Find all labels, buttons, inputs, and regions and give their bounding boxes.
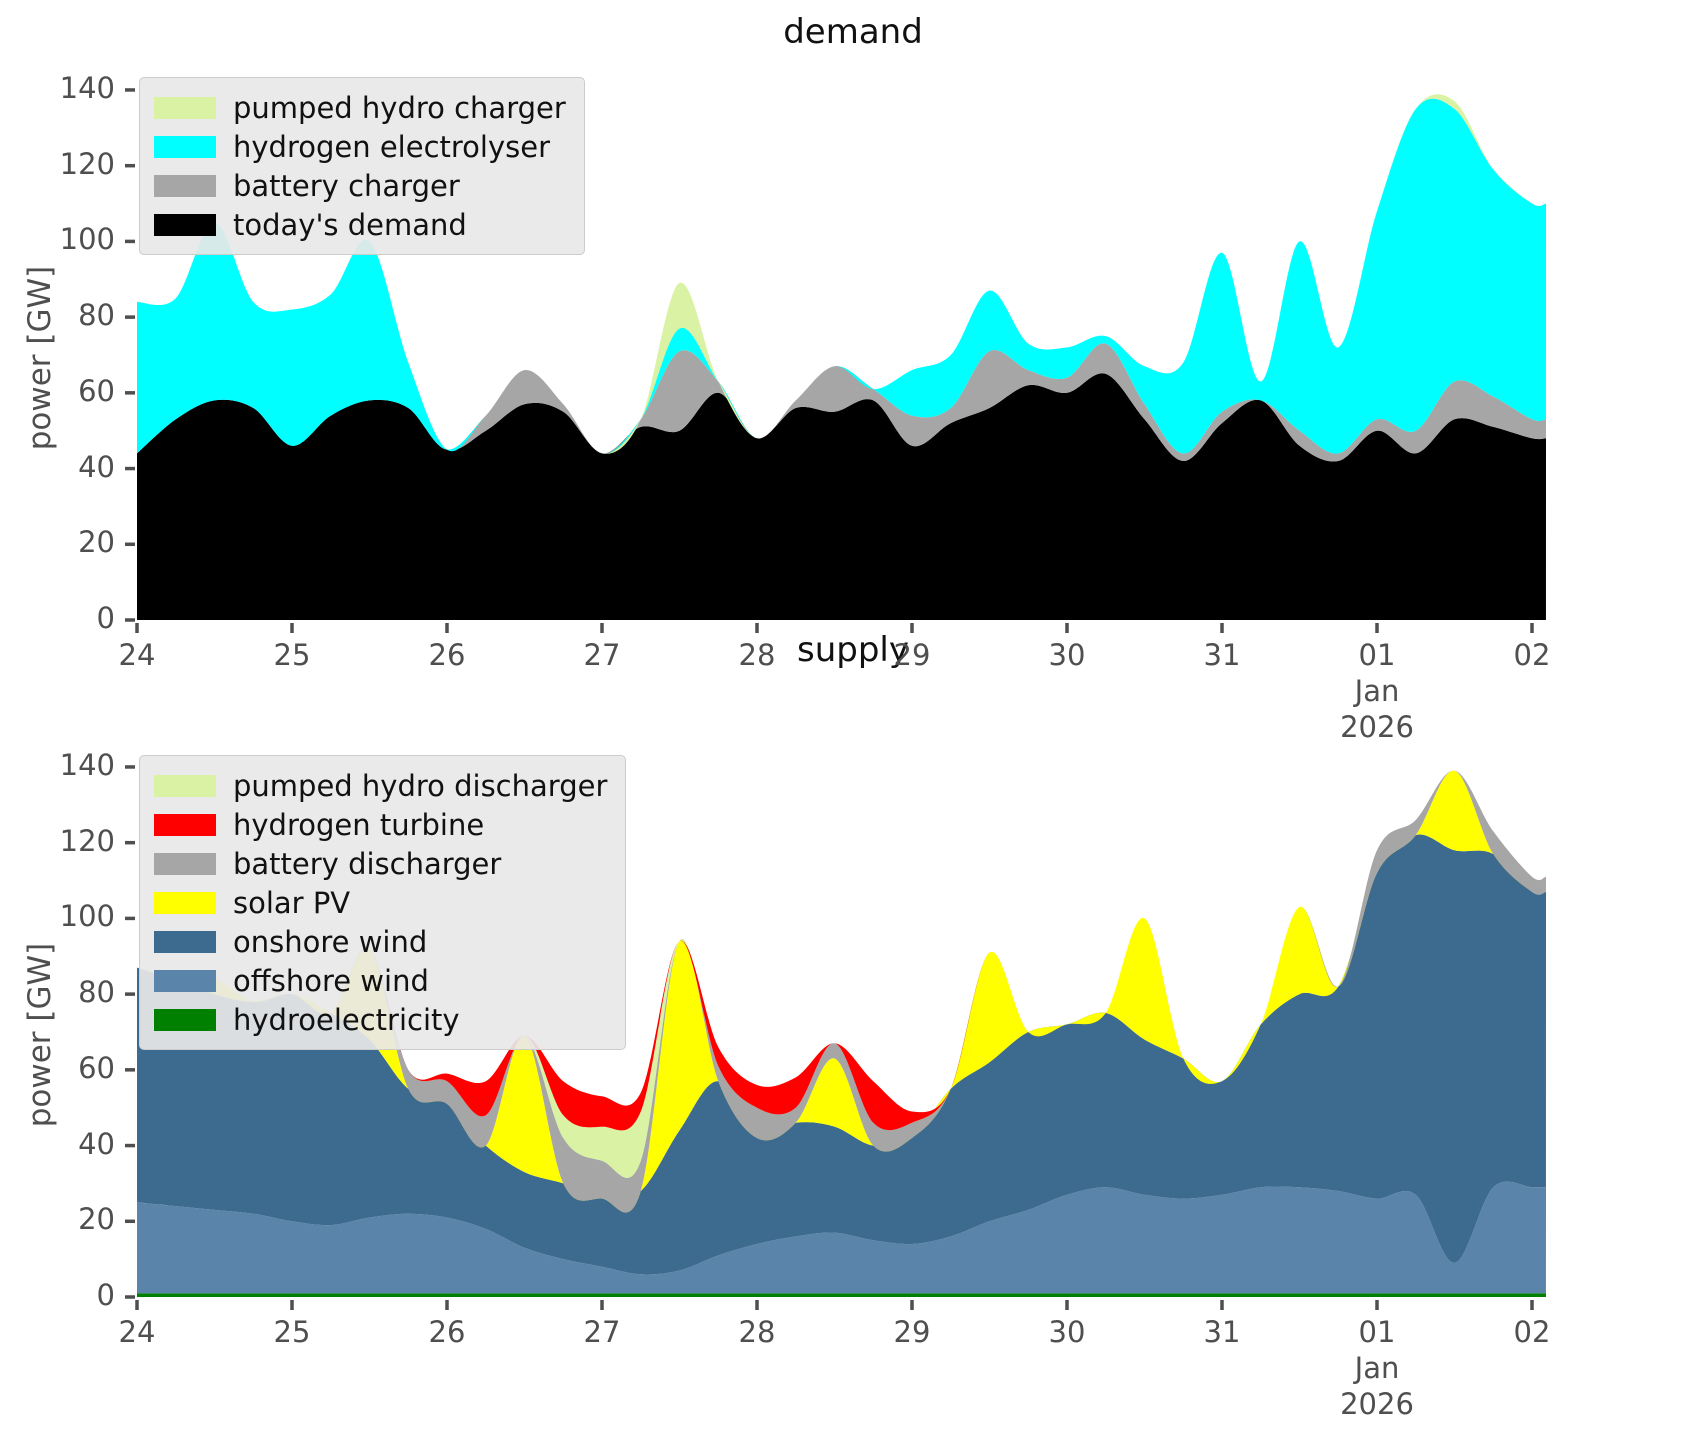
x-tick-sublabel: 2026 [1340,1387,1414,1421]
offshore-wind-area [137,1181,1546,1294]
legend-item: onshore wind [154,922,607,961]
x-tick-label: 28 [738,638,776,672]
y-tick-label: 20 [78,1202,115,1237]
x-tick-label: 30 [1048,1315,1086,1349]
legend-item: offshore wind [154,961,607,1000]
legend-label: battery discharger [233,846,502,881]
legend-swatch-icon [154,813,216,836]
legend-label: solar PV [233,885,351,920]
x-tick-label: 31 [1203,1315,1241,1349]
demand-legend: pumped hydro charger hydrogen electrolyse… [139,77,585,255]
x-tick-label: 25 [273,638,311,672]
supply-legend: pumped hydro discharger hydrogen turbine b… [139,755,627,1050]
legend-swatch-icon [154,1008,216,1031]
hydroelectricity-area [137,1293,1546,1297]
y-tick-label: 0 [96,1278,115,1312]
y-tick-label: 140 [59,70,115,105]
onshore-wind-area [137,834,1546,1275]
demand-chart-title: demand [783,12,923,52]
y-tick-label: 40 [78,449,115,484]
legend-swatch-icon [154,174,216,197]
legend-label: pumped hydro discharger [233,768,608,803]
x-tick-label: 31 [1203,638,1241,672]
demand-stacked-areas [137,94,1546,620]
legend-swatch-icon [154,135,216,158]
legend-label: pumped hydro charger [233,90,566,125]
x-tick-label: 02 [1513,1315,1551,1349]
x-tick-label: 28 [738,1315,776,1349]
x-tick-label: 01 [1358,1315,1396,1349]
x-tick-label: 29 [893,1315,931,1349]
y-tick-label: 120 [59,823,115,858]
legend-label: hydrogen turbine [233,807,485,842]
y-tick-label: 80 [78,298,115,333]
y-tick-label: 0 [96,601,115,635]
legend-item: hydrogen turbine [154,805,607,844]
y-tick-label: 100 [59,222,115,257]
legend-swatch-icon [154,891,216,914]
legend-item: today's demand [154,205,566,244]
legend-swatch-icon [154,969,216,992]
legend-label: battery charger [233,168,460,203]
x-tick-label: 29 [893,638,931,672]
legend-swatch-icon [154,852,216,875]
legend-item: pumped hydro charger [154,88,566,127]
legend-item: battery charger [154,166,566,205]
x-tick-label: 26 [428,638,466,672]
y-tick-label: 60 [78,1050,115,1085]
y-tick-label: 20 [78,525,115,560]
y-tick-label: 40 [78,1126,115,1161]
solar-pv-area [137,770,1546,1213]
legend-swatch-icon [154,96,216,119]
legend-label: onshore wind [233,924,428,959]
hydrogen-electrolyser-area [137,98,1546,454]
y-tick-label: 100 [59,899,115,934]
today-s-demand-area [137,373,1546,620]
y-tick-label: 140 [59,747,115,782]
x-tick-label: 24 [118,638,156,672]
x-tick-label: 02 [1513,638,1551,672]
legend-item: battery discharger [154,844,607,883]
legend-label: today's demand [233,207,467,242]
x-tick-label: 27 [583,638,621,672]
x-tick-label: 25 [273,1315,311,1349]
x-tick-sublabel: 2026 [1340,710,1414,744]
y-tick-label: 80 [78,975,115,1010]
x-tick-label: 24 [118,1315,156,1349]
legend-swatch-icon [154,774,216,797]
legend-swatch-icon [154,213,216,236]
supply-chart-title: supply [797,630,909,670]
legend-item: solar PV [154,883,607,922]
legend-swatch-icon [154,930,216,953]
x-tick-sublabel: Jan [1354,1351,1400,1385]
legend-item: pumped hydro discharger [154,766,607,805]
x-tick-label: 27 [583,1315,621,1349]
legend-label: offshore wind [233,963,429,998]
x-tick-label: 30 [1048,638,1086,672]
x-tick-label: 26 [428,1315,466,1349]
supply-stacked-areas [137,770,1546,1297]
x-tick-label: 01 [1358,638,1396,672]
y-tick-label: 120 [59,146,115,181]
x-tick-sublabel: Jan [1354,674,1400,708]
legend-label: hydrogen electrolyser [233,129,551,164]
legend-item: hydroelectricity [154,1000,607,1039]
battery-charger-area [137,343,1546,462]
legend-item: hydrogen electrolyser [154,127,566,166]
y-tick-label: 60 [78,373,115,408]
legend-label: hydroelectricity [233,1002,460,1037]
